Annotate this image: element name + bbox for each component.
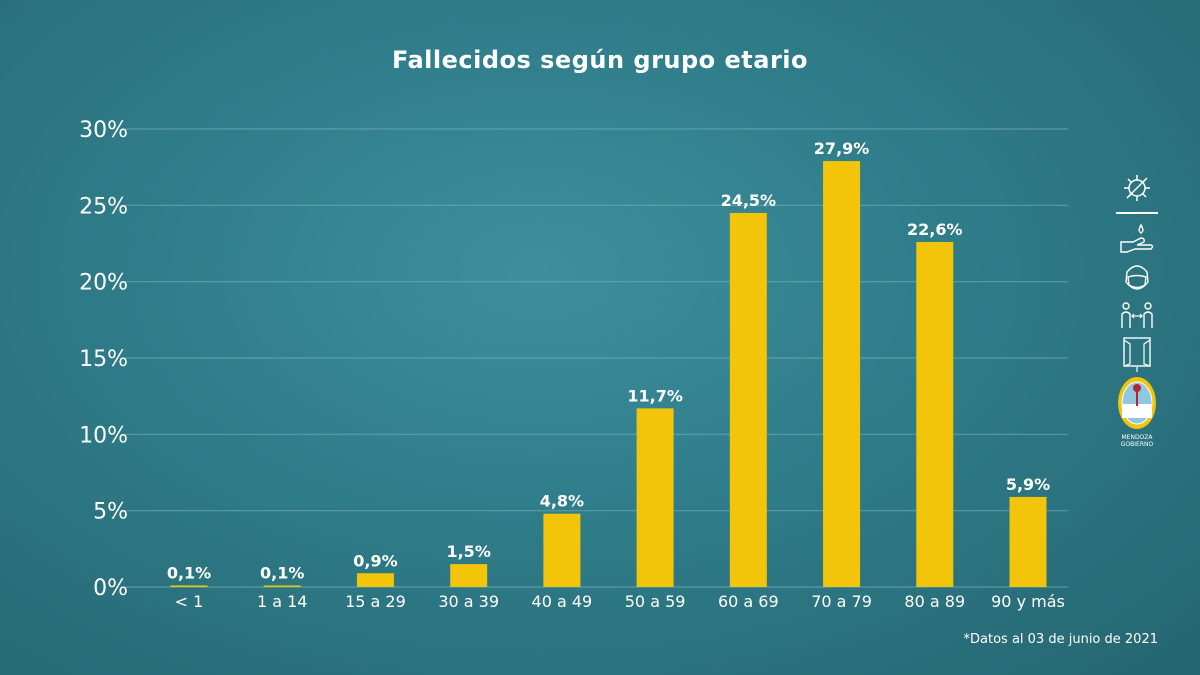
seal-caption-line-2: GOBIERNO	[1120, 441, 1154, 448]
y-tick-label: 25%	[79, 194, 128, 219]
y-tick-label: 10%	[79, 423, 128, 448]
y-tick-label: 5%	[93, 500, 128, 525]
data-label: 24,5%	[721, 191, 777, 210]
y-tick-label: 0%	[93, 576, 128, 601]
face-mask-icon	[1125, 265, 1149, 290]
icon-separator	[1116, 212, 1158, 214]
window-ventilation-icon	[1123, 337, 1151, 372]
data-label: 4,8%	[540, 492, 584, 511]
x-tick-label: 1 a 14	[257, 592, 308, 611]
virus-icon	[1124, 175, 1150, 201]
data-label: 11,7%	[627, 386, 683, 405]
x-tick-label: 40 a 49	[532, 592, 593, 611]
data-label: 22,6%	[907, 220, 963, 239]
x-tick-label: 70 a 79	[811, 592, 872, 611]
x-tick-label: 15 a 29	[345, 592, 406, 611]
data-label: 27,9%	[814, 139, 870, 158]
data-label: 0,9%	[353, 551, 397, 570]
x-tick-label: 80 a 89	[904, 592, 965, 611]
bar	[356, 573, 394, 587]
x-tick-label: 30 a 39	[438, 592, 499, 611]
data-label: 1,5%	[446, 542, 490, 561]
social-distance-icon	[1121, 302, 1153, 328]
y-tick-label: 20%	[79, 271, 128, 296]
bar	[916, 241, 954, 587]
x-tick-label: 50 a 59	[625, 592, 686, 611]
bar	[729, 212, 767, 587]
bar	[263, 585, 301, 587]
y-tick-label: 30%	[79, 118, 128, 143]
seal-caption: MENDOZA GOBIERNO	[1121, 434, 1153, 448]
bar	[636, 408, 674, 587]
bar	[823, 161, 861, 587]
y-tick-label: 15%	[79, 347, 128, 372]
x-tick-label: 90 y más	[991, 592, 1065, 611]
handwash-icon	[1120, 223, 1154, 253]
bar	[1009, 496, 1047, 587]
data-label: 5,9%	[1006, 475, 1050, 494]
seal-caption-line-1: MENDOZA	[1121, 434, 1153, 441]
bar	[450, 564, 488, 587]
bar	[170, 585, 208, 587]
x-tick-label: < 1	[175, 592, 204, 611]
mendoza-seal-icon	[1118, 377, 1156, 429]
bar	[543, 513, 581, 587]
data-label: 0,1%	[260, 563, 304, 582]
data-label: 0,1%	[167, 563, 211, 582]
chart-title: Fallecidos según grupo etario	[391, 46, 809, 74]
side-icon-panel: MENDOZA GOBIERNO	[1112, 168, 1162, 448]
data-date-footnote: *Datos al 03 de junio de 2021	[963, 632, 1158, 647]
x-tick-label: 60 a 69	[718, 592, 779, 611]
